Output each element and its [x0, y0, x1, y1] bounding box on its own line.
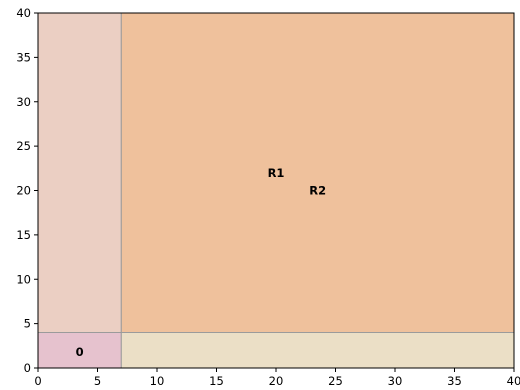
y-tick-label: 5 [24, 317, 31, 331]
x-tick-label: 0 [34, 374, 41, 388]
y-tick-label: 35 [16, 50, 31, 64]
regions-layer [37, 12, 515, 369]
region-label: R2 [309, 184, 326, 198]
region-1 [37, 332, 122, 369]
y-axis: 0 5 10 15 20 25 30 35 40 [16, 6, 38, 375]
x-tick-label: 30 [388, 374, 403, 388]
x-tick-label: 20 [269, 374, 284, 388]
y-tick-label: 40 [16, 6, 31, 20]
x-tick-label: 15 [209, 374, 224, 388]
y-tick-label: 0 [24, 361, 31, 375]
region-2 [120, 12, 515, 333]
y-tick-label: 10 [16, 272, 31, 286]
y-tick-label: 25 [16, 139, 31, 153]
region-0 [37, 12, 122, 333]
x-tick-label: 35 [447, 374, 462, 388]
y-tick-label: 20 [16, 184, 31, 198]
y-tick-label: 15 [16, 228, 31, 242]
x-tick-label: 25 [328, 374, 343, 388]
region-labels: 0 R1 R2 [76, 166, 326, 359]
region-label: 0 [76, 345, 84, 359]
region-label: R1 [268, 166, 285, 180]
y-tick-label: 30 [16, 95, 31, 109]
x-tick-label: 5 [94, 374, 101, 388]
region-3 [120, 332, 515, 369]
x-tick-label: 40 [507, 374, 520, 388]
x-axis: 0 5 10 15 20 25 30 35 40 [34, 368, 520, 388]
x-tick-label: 10 [150, 374, 165, 388]
